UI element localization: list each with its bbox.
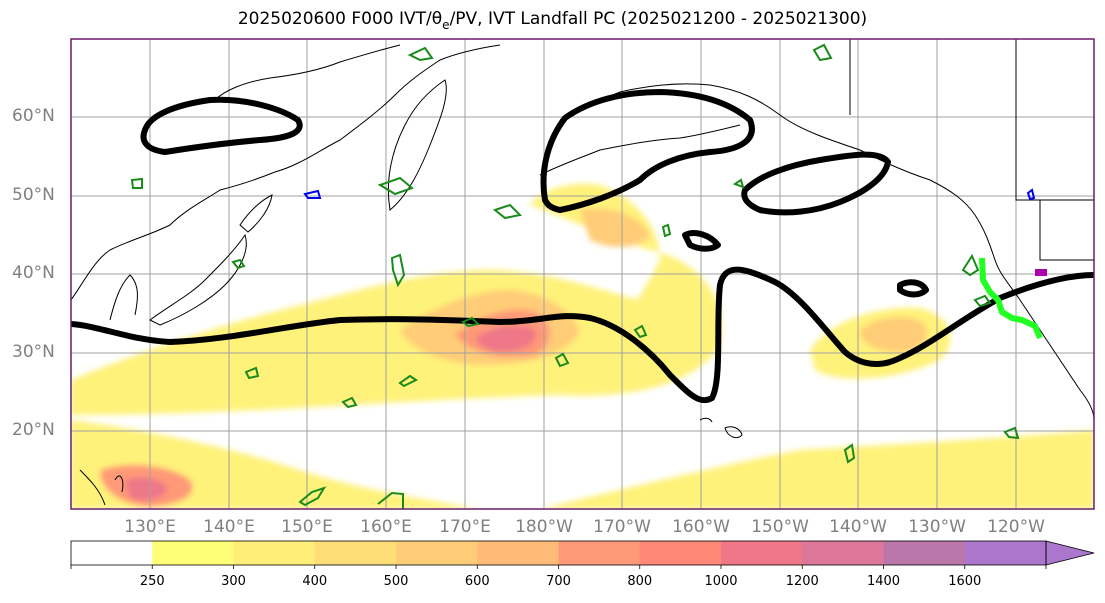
colorbar-label: 300 <box>221 574 246 589</box>
ivt-shading <box>71 183 1094 509</box>
lat-label-50: 50°N <box>12 185 55 205</box>
map-frame <box>70 38 1095 510</box>
lon-label-160w: 160°W <box>672 517 730 537</box>
lon-label-150w: 150°W <box>751 517 809 537</box>
graticule <box>71 39 1094 509</box>
coastlines <box>71 39 1094 506</box>
landfall-track <box>979 257 1043 340</box>
colorbar-label: 700 <box>546 574 571 589</box>
lon-label-120w: 120°W <box>987 517 1045 537</box>
lon-label-130e: 130°E <box>124 517 176 537</box>
lon-label-180w: 180°W <box>515 517 573 537</box>
lon-label-170w: 170°W <box>593 517 651 537</box>
figure-title: 2025020600 F000 IVT/θe/PV, IVT Landfall … <box>237 9 868 32</box>
lon-label-170e: 170°E <box>439 517 491 537</box>
lon-label-130w: 130°W <box>908 517 966 537</box>
colorbar-label: 1600 <box>948 574 982 589</box>
contours-other <box>303 188 1047 276</box>
lat-label-30: 30°N <box>12 342 55 362</box>
lat-label-60: 60°N <box>12 106 55 126</box>
colorbar-label: 250 <box>139 574 165 589</box>
lat-label-20: 20°N <box>12 420 55 440</box>
colorbar-label: 1400 <box>866 574 901 589</box>
contours-green <box>130 43 1020 509</box>
colorbar-label: 600 <box>464 574 490 589</box>
colorbar-label: 500 <box>383 574 409 589</box>
lon-label-150e: 150°E <box>281 517 333 537</box>
lon-label-140e: 140°E <box>203 517 255 537</box>
colorbar-label: 1000 <box>704 574 738 589</box>
colorbar-label: 1200 <box>785 574 819 589</box>
lon-label-140w: 140°W <box>829 517 887 537</box>
lon-label-160e: 160°E <box>360 517 412 537</box>
colorbar-label: 400 <box>302 574 328 589</box>
colorbar-label: 800 <box>627 574 653 589</box>
contours-black <box>71 89 1094 404</box>
lat-label-40: 40°N <box>12 263 55 283</box>
